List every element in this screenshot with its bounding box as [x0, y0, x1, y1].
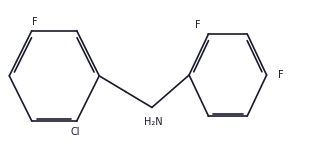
Text: H₂N: H₂N	[144, 117, 163, 127]
Text: F: F	[32, 17, 38, 27]
Text: F: F	[195, 20, 201, 30]
Text: F: F	[278, 70, 283, 80]
Text: Cl: Cl	[70, 127, 80, 137]
